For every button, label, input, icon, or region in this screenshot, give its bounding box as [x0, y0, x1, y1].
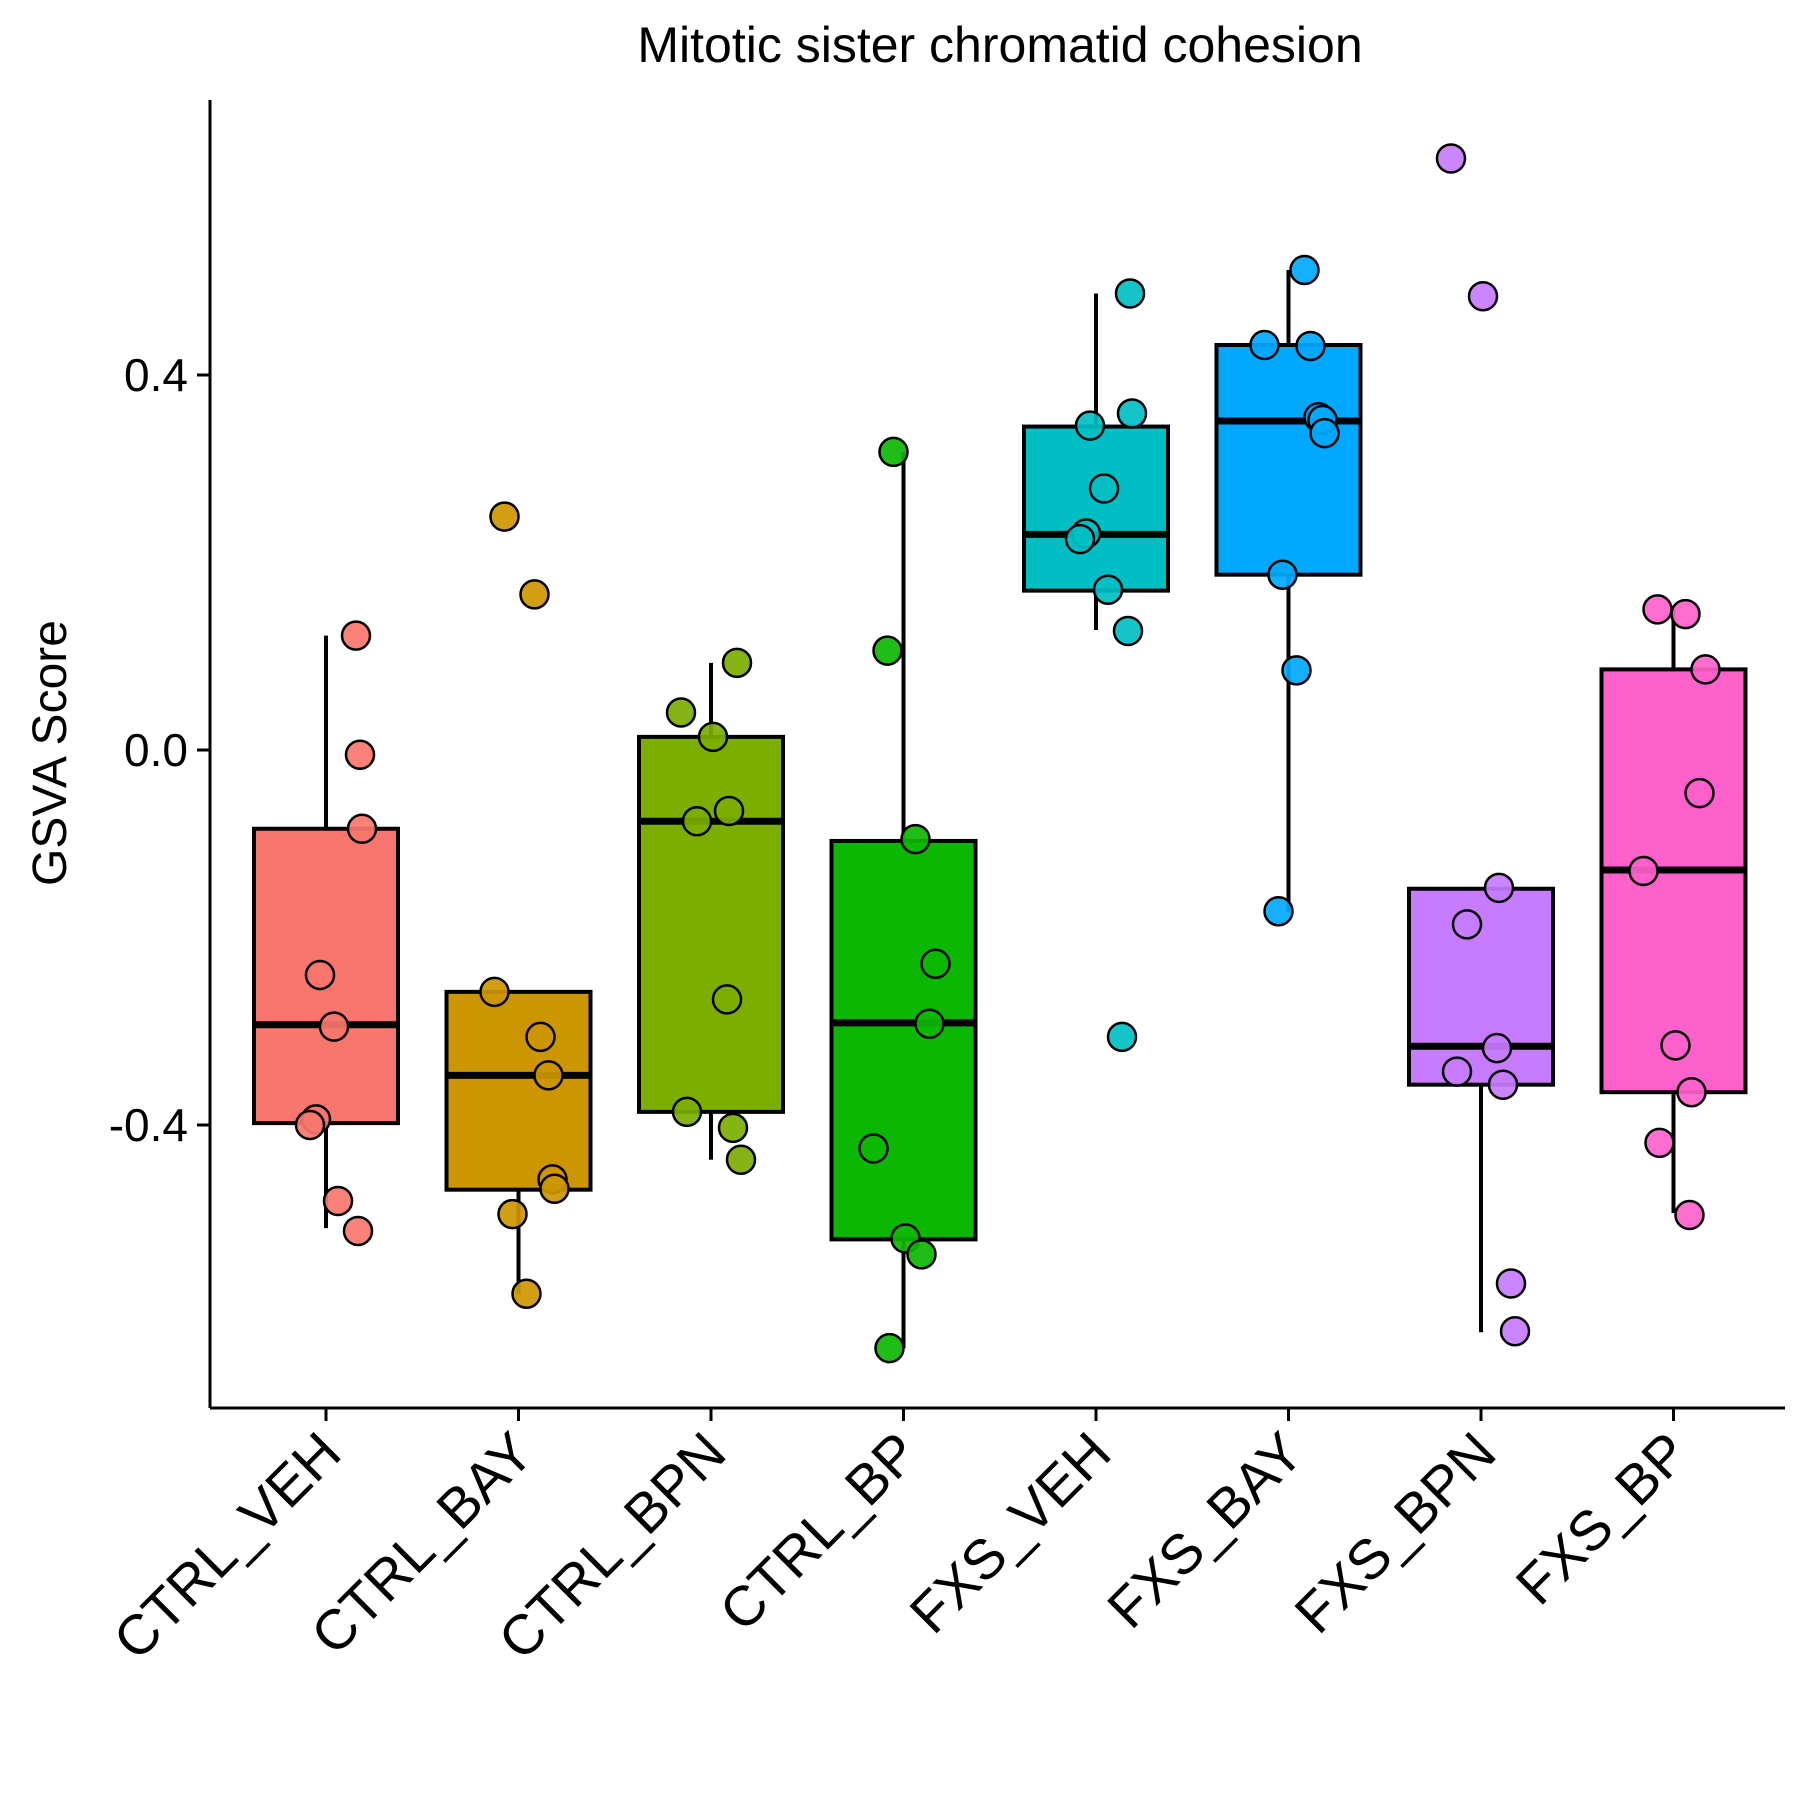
data-point [519, 579, 550, 610]
data-point [721, 647, 753, 679]
x-tick-label: FXS_BAY [1095, 1420, 1315, 1640]
data-point [1481, 1032, 1513, 1064]
data-point [1467, 281, 1499, 312]
data-point [681, 806, 713, 837]
data-point [346, 813, 378, 844]
box-ctrl-bp [829, 838, 978, 1242]
data-point [1690, 654, 1721, 685]
plot-area: -0.40.00.4CTRL_VEHCTRL_BAYCTRL_BPNCTRL_B… [101, 100, 1785, 1671]
data-point [1628, 855, 1659, 887]
data-point [1106, 1021, 1138, 1053]
box-fxs-veh [1022, 424, 1170, 593]
data-point [1684, 777, 1715, 809]
data-point [497, 1198, 528, 1230]
data-point [340, 620, 372, 651]
data-point [304, 959, 336, 991]
data-point [322, 1185, 354, 1217]
x-tick-label: FXS_BP [1504, 1420, 1700, 1616]
data-point [511, 1278, 542, 1309]
data-point [1295, 330, 1326, 362]
box-ctrl-bpn [637, 734, 785, 1114]
y-tick-label: 0.0 [124, 724, 188, 776]
data-point [525, 1021, 556, 1053]
y-tick-label: 0.4 [124, 349, 188, 401]
data-point [1114, 278, 1146, 309]
data-point [1064, 523, 1096, 555]
data-point [1281, 655, 1312, 686]
data-point [878, 436, 909, 468]
data-point [1499, 1316, 1531, 1347]
data-point [479, 976, 510, 1008]
data-point [1676, 1076, 1707, 1108]
data-point [1495, 1268, 1527, 1299]
x-tick-label: FXS_BPN [1282, 1420, 1507, 1645]
data-point [713, 795, 745, 827]
data-point [539, 1173, 570, 1204]
x-tick-label: CTRL_BP [707, 1420, 930, 1643]
data-point [1451, 909, 1483, 940]
data-point [900, 823, 931, 855]
box-fxs-bp [1599, 667, 1748, 1095]
data-point [1670, 598, 1701, 630]
data-point [1092, 574, 1124, 605]
data-point [533, 1060, 564, 1091]
data-point [665, 697, 697, 728]
data-point [294, 1109, 326, 1141]
data-point [920, 948, 951, 979]
data-point [725, 1144, 757, 1175]
data-point [1441, 1056, 1473, 1087]
data-point [1642, 594, 1673, 625]
box-fxs-bay [1214, 343, 1363, 577]
data-point [318, 1011, 350, 1042]
data-point [1263, 896, 1294, 927]
data-point [872, 635, 903, 666]
data-point [1116, 398, 1148, 429]
box-ctrl-bay [444, 989, 593, 1192]
data-point [1267, 559, 1298, 590]
data-point [1487, 1069, 1519, 1100]
data-point [858, 1133, 889, 1164]
data-point [671, 1096, 703, 1128]
data-point [1289, 254, 1320, 286]
data-point [1644, 1127, 1675, 1159]
data-point [1112, 615, 1144, 647]
data-point [914, 1008, 945, 1039]
data-point [1674, 1199, 1705, 1231]
y-tick-label: -0.4 [109, 1099, 188, 1151]
x-tick-label: FXS_VEH [897, 1420, 1122, 1645]
data-point [489, 501, 520, 532]
data-point [1074, 410, 1106, 441]
data-point [1309, 417, 1340, 449]
box-fxs-bpn [1407, 886, 1555, 1087]
data-point [874, 1332, 905, 1364]
data-point [342, 1215, 374, 1247]
data-point [1483, 872, 1515, 904]
data-point [1088, 473, 1120, 504]
data-point [1249, 329, 1280, 361]
y-axis-label: GSVA Score [24, 620, 77, 886]
data-point [1660, 1030, 1691, 1061]
chart-title: Mitotic sister chromatid cohesion [637, 17, 1362, 73]
data-point [906, 1239, 937, 1270]
data-point [711, 984, 743, 1015]
data-point [344, 739, 376, 770]
data-point [1435, 143, 1467, 174]
data-point [697, 721, 729, 753]
data-point [717, 1112, 749, 1144]
